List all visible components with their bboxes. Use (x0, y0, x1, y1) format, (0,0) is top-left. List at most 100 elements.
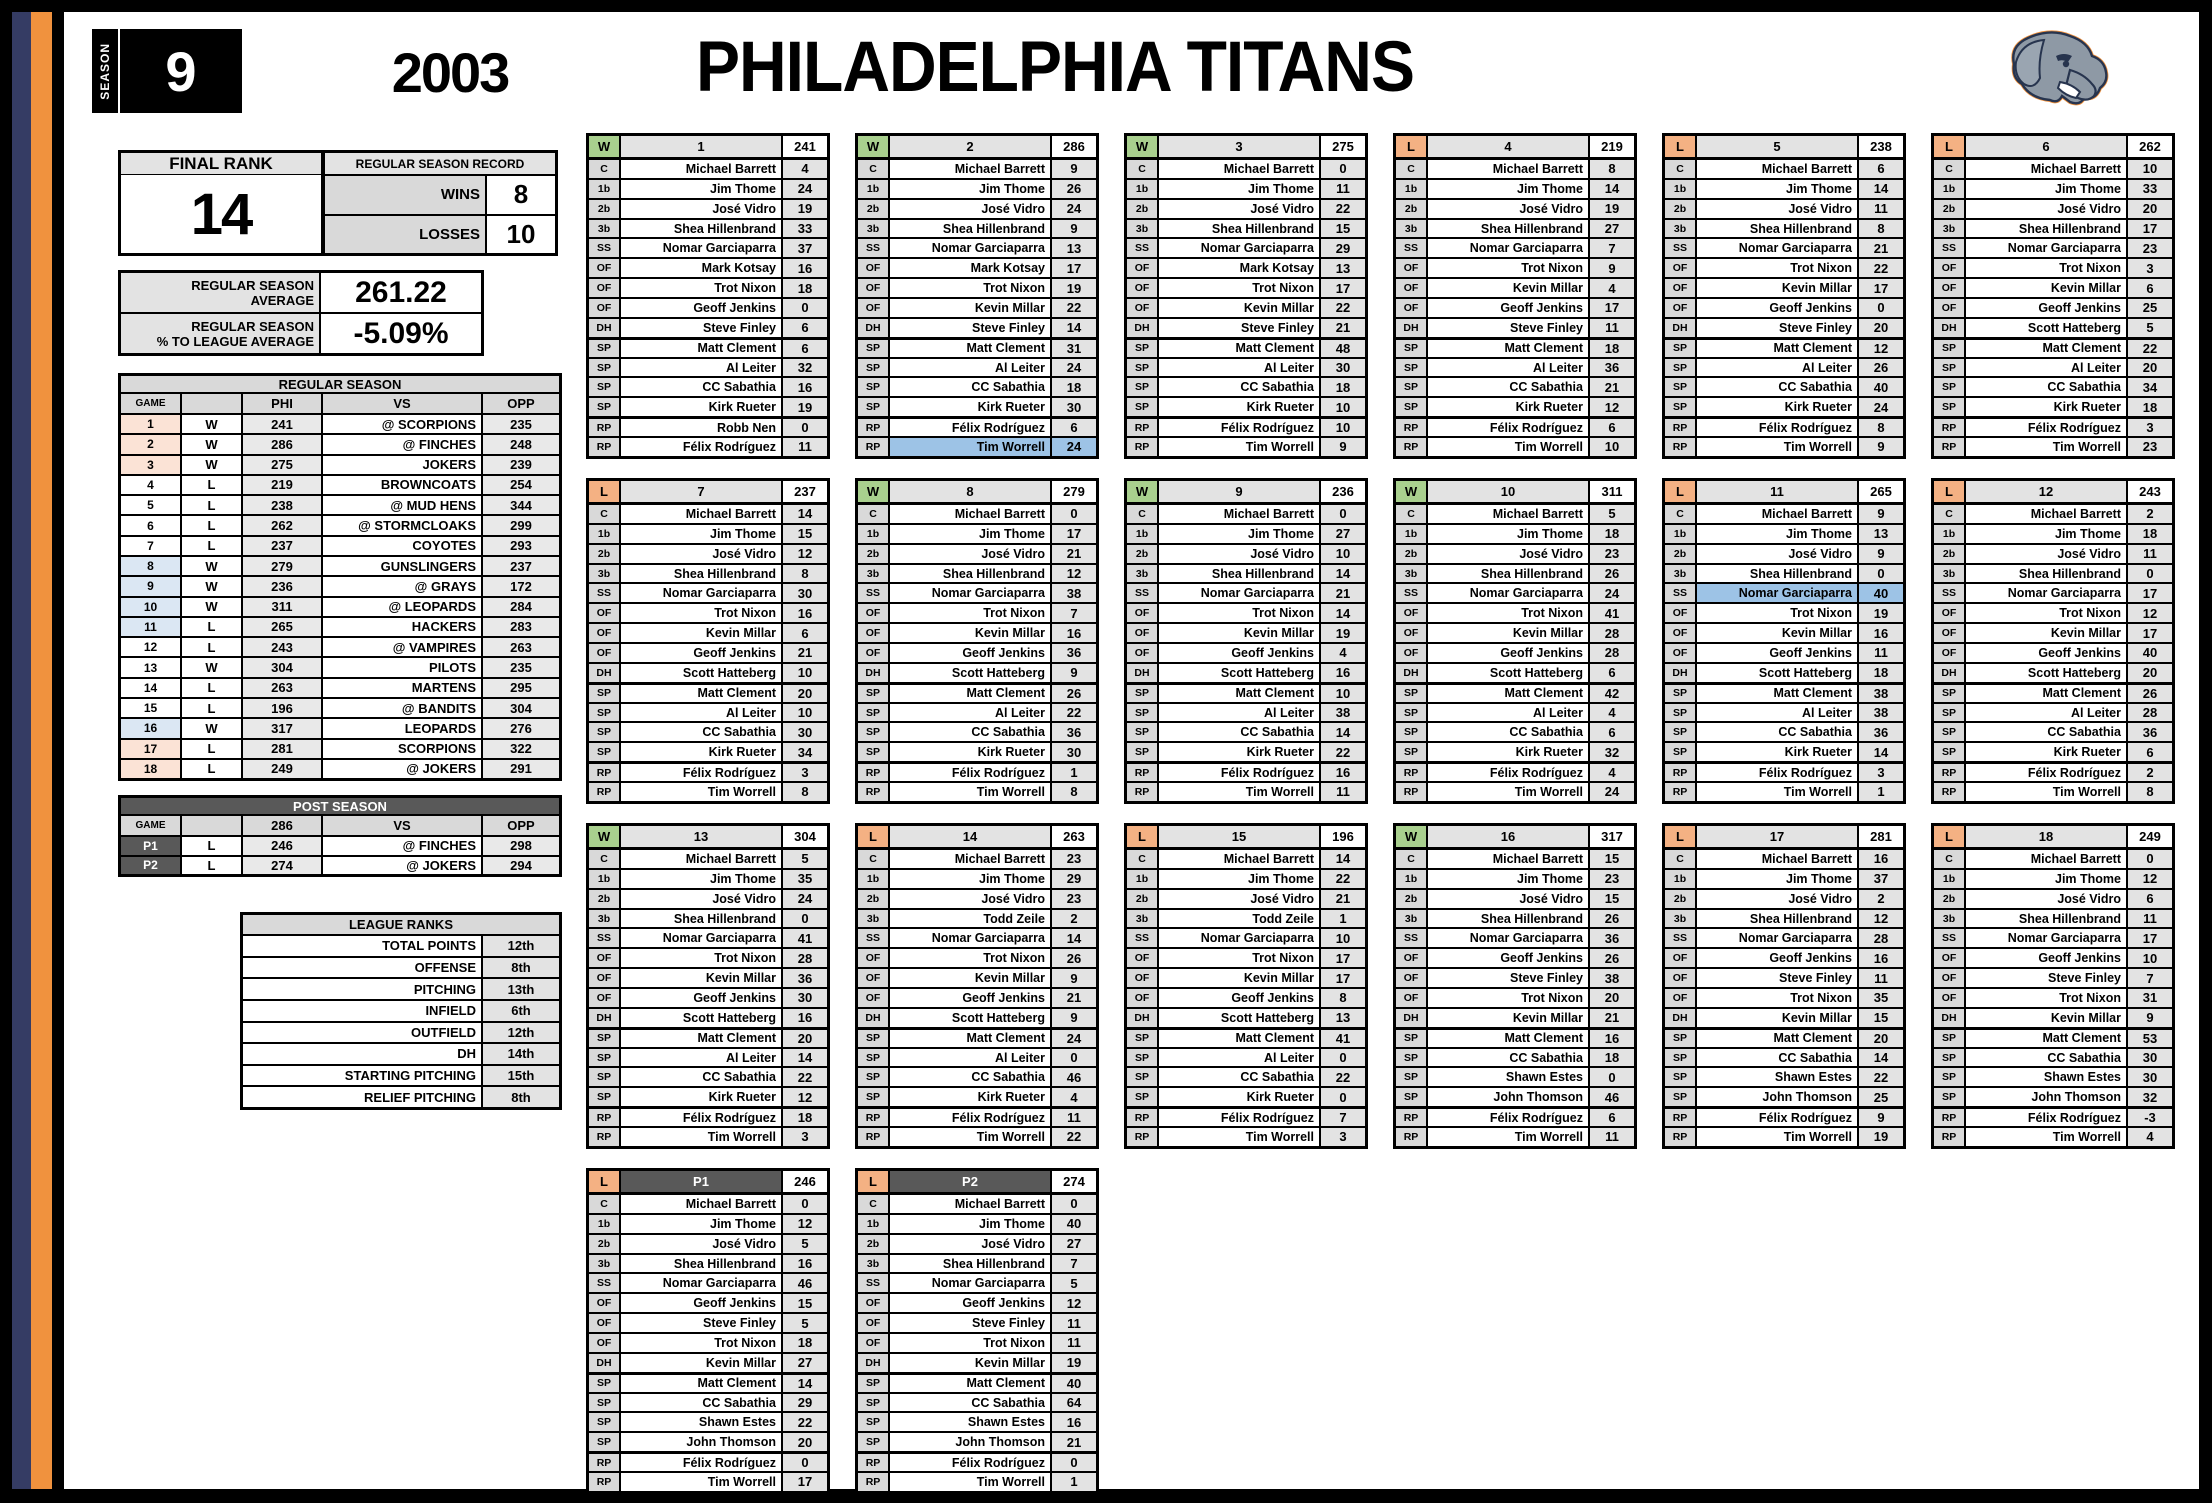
player-row: OF Geoff Jenkins 21 (857, 988, 1097, 1008)
player-points: 22 (1051, 298, 1097, 318)
player-row: RP Tim Worrell 10 (1395, 437, 1635, 457)
player-points: 6 (782, 317, 828, 338)
player-points: 5 (782, 849, 828, 869)
player-points: 1 (1051, 1472, 1097, 1492)
position-label: RP (1126, 437, 1158, 457)
player-row: SS Nomar Garciaparra 24 (1395, 583, 1635, 604)
player-row: SP Kirk Rueter 12 (1395, 397, 1635, 418)
position-label: RP (1933, 1107, 1965, 1128)
position-label: SP (588, 1432, 620, 1453)
game-number: 6 (1965, 135, 2127, 158)
league-rank-row: DH 14th (242, 1043, 560, 1065)
phi-score: 243 (242, 637, 322, 658)
player-row: 1b Jim Thome 17 (857, 523, 1097, 544)
player-row: SP Kirk Rueter 0 (1126, 1087, 1366, 1108)
player-row: SP CC Sabathia 14 (1664, 1047, 1904, 1068)
position-label: 1b (1126, 523, 1158, 544)
player-row: SS Nomar Garciaparra 36 (1395, 928, 1635, 949)
position-label: SP (1933, 702, 1965, 723)
player-points: 20 (1858, 317, 1904, 338)
position-label: DH (857, 317, 889, 338)
player-row: SP CC Sabathia 6 (1395, 722, 1635, 743)
player-row: C Michael Barrett 2 (1933, 504, 2173, 524)
player-points: 23 (1589, 868, 1635, 889)
player-row: OF Kevin Millar 17 (1664, 278, 1904, 299)
player-points: 41 (1320, 1027, 1366, 1048)
rank-category: INFIELD (242, 999, 482, 1022)
player-name: José Vidro (620, 888, 782, 909)
player-row: OF Trot Nixon 22 (1664, 258, 1904, 279)
wins-row: WINS 8 (324, 175, 556, 215)
position-label: SS (1126, 238, 1158, 259)
player-row: SP CC Sabathia 36 (1664, 722, 1904, 743)
player-name: Trot Nixon (1427, 258, 1589, 279)
player-name: Todd Zeile (889, 908, 1051, 929)
player-points: 35 (782, 868, 828, 889)
position-label: C (857, 849, 889, 869)
player-row: SP Matt Clement 14 (588, 1372, 828, 1393)
player-points: 37 (782, 238, 828, 259)
player-row: OF Geoff Jenkins 10 (1933, 948, 2173, 969)
position-label: RP (1126, 762, 1158, 783)
game-number: 3 (1158, 135, 1320, 158)
player-points: 14 (1051, 928, 1097, 949)
game-number: P2 (889, 1170, 1051, 1193)
player-name: CC Sabathia (889, 722, 1051, 743)
player-name: Nomar Garciaparra (620, 1273, 782, 1294)
game-result: L (181, 836, 242, 856)
player-points: 8 (1858, 218, 1904, 239)
rank-category: OUTFIELD (242, 1021, 482, 1044)
position-label: 1b (1933, 178, 1965, 199)
game-result: W (181, 657, 242, 678)
phi-score: 311 (242, 596, 322, 617)
opp-score: 235 (482, 414, 560, 435)
position-label: OF (857, 1333, 889, 1353)
player-row: OF Trot Nixon 18 (588, 1333, 828, 1353)
player-name: Félix Rodríguez (620, 1452, 782, 1473)
player-name: Matt Clement (1965, 682, 2127, 703)
position-label: OF (1664, 968, 1696, 989)
player-points: 28 (1589, 643, 1635, 663)
player-name: Shea Hillenbrand (1965, 908, 2127, 929)
player-row: SP CC Sabathia 18 (857, 377, 1097, 398)
position-label: RP (857, 782, 889, 802)
player-name: Kevin Millar (620, 623, 782, 644)
player-name: Al Leiter (1158, 1047, 1320, 1068)
player-row: DH Scott Hatteberg 6 (1395, 662, 1635, 683)
game-box-header: L 12 243 (1933, 480, 2173, 504)
wins-value: 8 (486, 175, 556, 215)
player-points: 21 (782, 643, 828, 663)
position-label: DH (1395, 317, 1427, 338)
player-row: SS Nomar Garciaparra 41 (588, 928, 828, 949)
position-label: OF (588, 988, 620, 1008)
position-label: SP (1933, 722, 1965, 743)
player-name: Michael Barrett (620, 1194, 782, 1214)
position-label: OF (1933, 988, 1965, 1008)
player-name: Matt Clement (1965, 1027, 2127, 1048)
player-points: 46 (782, 1273, 828, 1294)
player-row: OF Trot Nixon 11 (857, 1333, 1097, 1353)
position-label: SP (1664, 722, 1696, 743)
player-row: 1b Jim Thome 33 (1933, 178, 2173, 199)
position-label: SP (857, 1432, 889, 1453)
player-name: Geoff Jenkins (1696, 298, 1858, 318)
game-result: W (181, 718, 242, 739)
position-label: SP (1126, 682, 1158, 703)
player-points: 11 (1589, 1127, 1635, 1147)
position-label: SP (588, 1047, 620, 1068)
player-points: 20 (782, 682, 828, 703)
position-label: OF (1933, 643, 1965, 663)
player-row: RP Félix Rodríguez 9 (1664, 1107, 1904, 1128)
game-box-header: L 17 281 (1664, 825, 1904, 849)
game-total-score: 317 (1589, 825, 1635, 848)
game-box-2: W 2 286 C Michael Barrett 9 1b Jim Thome 26 2b Jos… (855, 133, 1099, 459)
player-points: 6 (1589, 417, 1635, 438)
game-total-score: 241 (782, 135, 828, 158)
player-name: Trot Nixon (1696, 988, 1858, 1008)
position-label: RP (1933, 762, 1965, 783)
player-points: 10 (782, 662, 828, 683)
player-name: Tim Worrell (1696, 1127, 1858, 1147)
player-name: Jim Thome (889, 1213, 1051, 1234)
opponent-name: MARTENS (322, 677, 482, 698)
position-label: 3b (857, 908, 889, 929)
